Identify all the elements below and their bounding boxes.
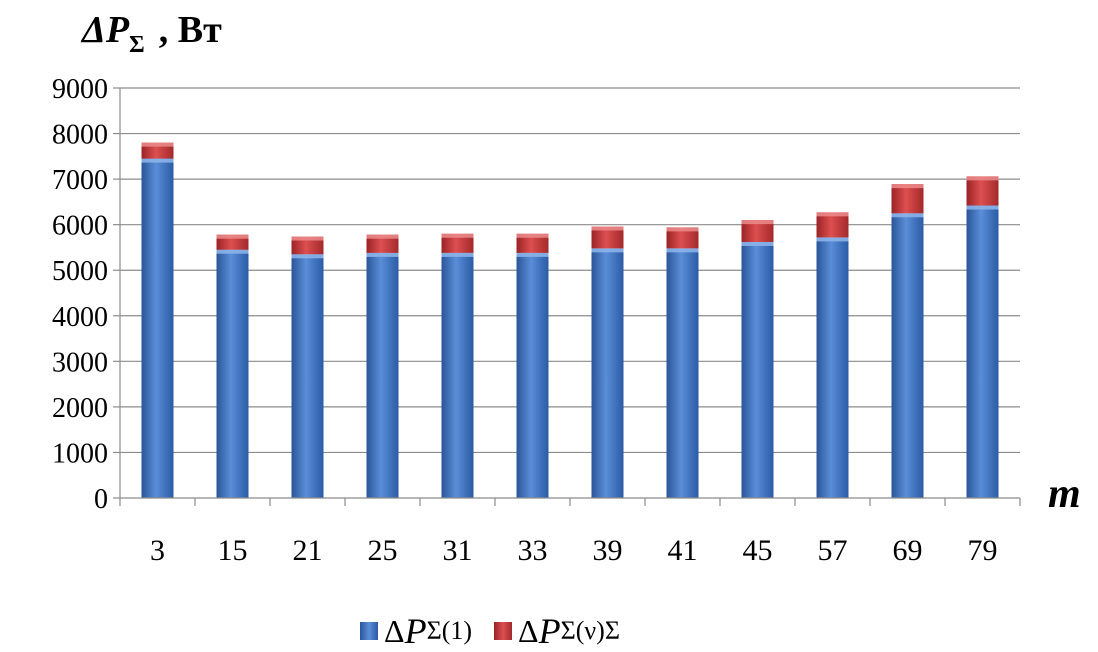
legend-swatch-series-1 — [360, 622, 378, 640]
bar-cap-series-1 — [516, 252, 549, 257]
x-axis-title: m — [1048, 471, 1081, 517]
x-tick-label: 25 — [368, 534, 398, 567]
y-tick-label: 9000 — [52, 74, 108, 105]
legend-swatch-series-2 — [494, 622, 513, 640]
bar-series-1 — [741, 241, 774, 498]
bar-series-1 — [516, 252, 549, 498]
bar-series-2 — [891, 184, 924, 214]
bar-cap-series-1 — [216, 249, 249, 254]
legend-subscript-series-2: Σ(ν)Σ — [560, 616, 620, 645]
bar-cap-series-2 — [291, 236, 324, 241]
bar-series-1 — [816, 237, 849, 498]
y-tick-label: 2000 — [52, 393, 108, 424]
bar-series-1 — [366, 252, 399, 498]
x-tick-label: 39 — [593, 534, 623, 567]
bar-cap-series-2 — [966, 176, 999, 181]
bar-cap-series-1 — [441, 252, 474, 257]
bar-cap-series-1 — [966, 205, 999, 210]
bar-series-2 — [816, 212, 849, 238]
y-axis-title: ΔPΣ , Вт — [82, 8, 222, 58]
legend-symbol-series-1: P — [404, 611, 427, 651]
x-tick-label: 41 — [668, 534, 698, 567]
legend: Δ P Σ(1) Δ P Σ(ν)Σ — [360, 610, 642, 652]
y-tick-label: 7000 — [52, 165, 108, 196]
bar-cap-series-1 — [141, 158, 174, 163]
bar-cap-series-2 — [741, 220, 774, 225]
legend-prefix-series-1: Δ — [384, 612, 405, 649]
bar-series-1 — [216, 249, 249, 498]
y-tick-label: 5000 — [52, 256, 108, 287]
bar-series-2 — [516, 233, 549, 253]
bar-cap-series-1 — [591, 248, 624, 253]
legend-subscript-series-1: Σ(1) — [426, 616, 473, 645]
x-tick-label: 21 — [293, 534, 323, 567]
x-tick-label: 79 — [968, 534, 998, 567]
y-axis-subscript: Σ — [129, 32, 145, 58]
bar-cap-series-1 — [816, 237, 849, 242]
legend-prefix-series-2: Δ — [518, 612, 539, 649]
x-tick-label: 69 — [893, 534, 923, 567]
bar-series-2 — [291, 236, 324, 255]
bar-cap-series-2 — [666, 227, 699, 232]
y-axis-symbol: ΔP — [82, 9, 130, 51]
bar-cap-series-2 — [891, 184, 924, 189]
bar-cap-series-2 — [216, 234, 249, 239]
bar-cap-series-2 — [366, 234, 399, 239]
bar-cap-series-1 — [741, 241, 774, 246]
bar-series-1 — [141, 158, 174, 498]
y-tick-label: 6000 — [52, 211, 108, 242]
bar-cap-series-1 — [291, 254, 324, 259]
bar-series-2 — [741, 220, 774, 242]
bar-cap-series-2 — [441, 233, 474, 238]
x-tick-label: 31 — [443, 534, 473, 567]
bar-cap-series-2 — [591, 226, 624, 231]
bar-series-1 — [291, 254, 324, 498]
y-axis-unit: , Вт — [158, 9, 222, 51]
legend-symbol-series-2: P — [538, 611, 561, 651]
bar-series-2 — [591, 226, 624, 249]
bar-series-2 — [966, 176, 999, 206]
bar-cap-series-2 — [141, 142, 174, 147]
y-tick-label: 4000 — [52, 302, 108, 333]
legend-item-series-1: Δ P Σ(1) — [360, 610, 472, 652]
bar-series-2 — [441, 233, 474, 253]
bar-cap-series-1 — [666, 248, 699, 253]
x-tick-label: 57 — [818, 534, 848, 567]
x-tick-label: 45 — [743, 534, 773, 567]
bar-series-1 — [666, 248, 699, 498]
y-tick-label: 3000 — [52, 347, 108, 378]
bar-cap-series-2 — [816, 212, 849, 217]
x-tick-label: 3 — [150, 534, 165, 567]
bar-cap-series-1 — [891, 213, 924, 218]
bar-series-1 — [441, 252, 474, 498]
x-tick-label: 15 — [218, 534, 248, 567]
x-tick-label: 33 — [518, 534, 548, 567]
legend-item-series-2: Δ P Σ(ν)Σ — [494, 610, 620, 652]
bar-cap-series-1 — [366, 252, 399, 257]
bar-series-1 — [891, 213, 924, 498]
y-tick-label: 8000 — [52, 120, 108, 151]
y-tick-label: 1000 — [52, 438, 108, 469]
bar-series-1 — [591, 248, 624, 498]
bar-series-2 — [366, 234, 399, 253]
bar-cap-series-2 — [516, 233, 549, 238]
bar-series-1 — [966, 205, 999, 499]
bar-series-2 — [666, 227, 699, 249]
y-tick-label: 0 — [94, 484, 108, 515]
